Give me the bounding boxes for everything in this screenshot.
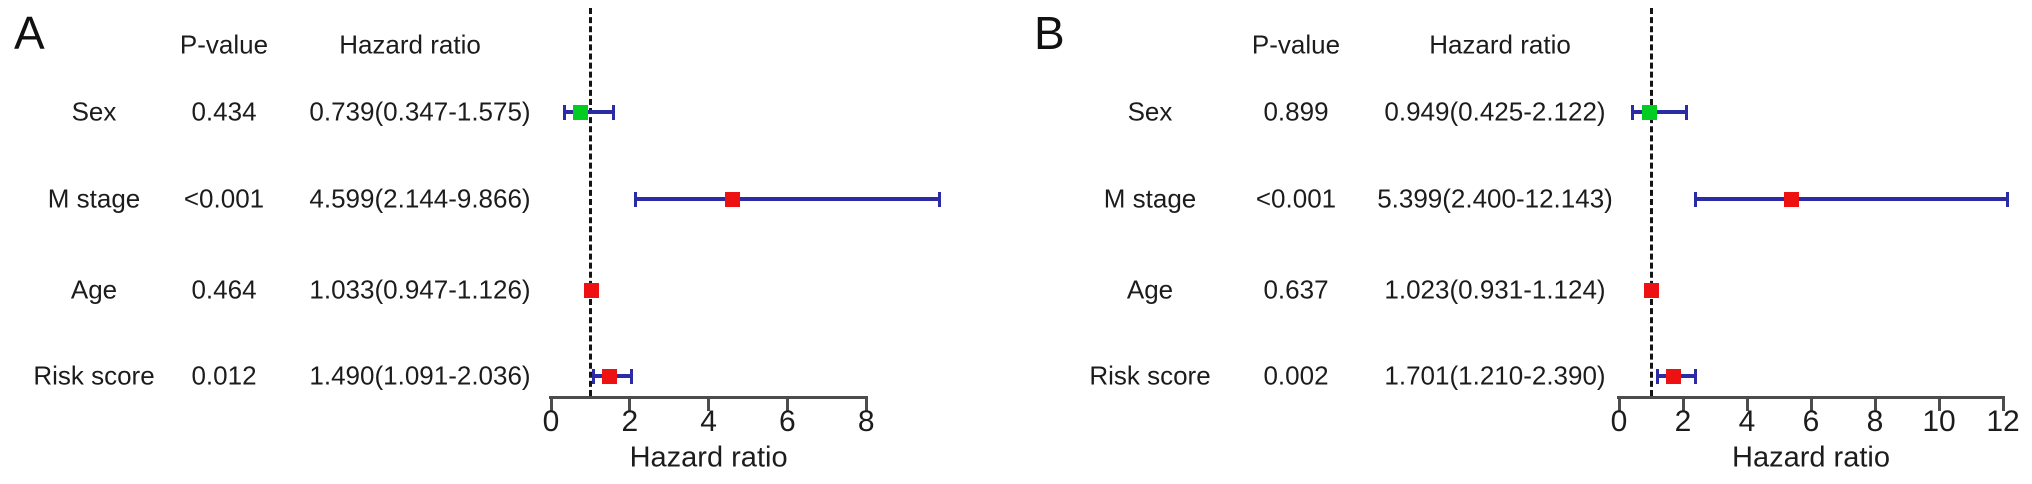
- x-axis-tick-label: 4: [1738, 405, 1756, 438]
- hr-marker: [1644, 282, 1660, 298]
- row-label: Age: [70, 274, 118, 305]
- ci-cap-right: [629, 368, 633, 384]
- x-axis-tick: [707, 398, 711, 411]
- reference-line: [1649, 8, 1653, 396]
- x-axis-tick: [1873, 398, 1877, 411]
- hr-marker: [584, 282, 600, 298]
- x-axis-tick-label: 8: [857, 405, 875, 438]
- hr-ci-text: 1.033(0.947-1.126): [309, 274, 531, 305]
- col-header-pvalue: P-value: [1251, 29, 1341, 60]
- ci-cap-left: [1694, 191, 1698, 207]
- p-value: 0.002: [1263, 360, 1329, 391]
- x-axis-tick-label: 0: [542, 405, 560, 438]
- p-value: 0.637: [1263, 274, 1329, 305]
- p-value: 0.899: [1263, 96, 1329, 127]
- x-axis-tick: [1617, 398, 1621, 411]
- reference-line: [588, 8, 592, 396]
- hr-ci-text: 0.949(0.425-2.122): [1384, 96, 1606, 127]
- x-axis-tick: [1937, 398, 1941, 411]
- x-axis-tick-label: 8: [1866, 405, 1884, 438]
- hr-marker: [1784, 191, 1800, 207]
- x-axis-tick: [628, 398, 632, 411]
- hr-ci-text: 0.739(0.347-1.575): [309, 96, 531, 127]
- col-header-hazard-ratio: Hazard ratio: [339, 29, 481, 60]
- ci-cap-left: [1631, 104, 1635, 120]
- x-axis-tick-label: 12: [1986, 405, 2020, 438]
- ci-cap-left: [563, 104, 567, 120]
- p-value: 0.012: [191, 360, 257, 391]
- row-label: Risk score: [33, 360, 155, 391]
- col-header-hazard-ratio: Hazard ratio: [1429, 29, 1571, 60]
- hr-ci-text: 1.701(1.210-2.390): [1384, 360, 1606, 391]
- ci-cap-left: [592, 368, 596, 384]
- x-axis-tick-label: 6: [779, 405, 796, 438]
- hr-ci-text: 4.599(2.144-9.866): [309, 183, 531, 214]
- row-label: Risk score: [1089, 360, 1211, 391]
- ci-bar: [635, 197, 940, 201]
- ci-cap-left: [633, 191, 637, 207]
- row-label: Age: [1126, 274, 1174, 305]
- p-value: <0.001: [1255, 183, 1337, 214]
- ci-bar: [1632, 110, 1687, 114]
- x-axis-tick-label: 2: [621, 405, 639, 438]
- hr-marker: [1641, 104, 1657, 120]
- hr-marker: [724, 191, 740, 207]
- x-axis-tick: [2001, 398, 2005, 411]
- p-value: 0.434: [191, 96, 257, 127]
- hr-marker: [1665, 368, 1681, 384]
- forest-panel-b: B P-value Hazard ratio Sex 0.899 0.949(0.425-…: [1016, 0, 2032, 484]
- x-axis-tick-label: 0: [1610, 405, 1628, 438]
- x-axis-line: [549, 396, 869, 399]
- ci-cap-right: [1685, 104, 1689, 120]
- x-axis-tick: [864, 398, 868, 411]
- panel-label: B: [1034, 7, 1065, 59]
- row-label: M stage: [1103, 183, 1197, 214]
- x-axis-tick: [549, 398, 553, 411]
- hr-ci-text: 1.023(0.931-1.124): [1384, 274, 1606, 305]
- x-axis-tick-label: 6: [1802, 405, 1820, 438]
- hr-marker: [602, 368, 618, 384]
- ci-cap-right: [1693, 368, 1697, 384]
- x-axis-tick-label: 4: [700, 405, 717, 438]
- x-axis-title: Hazard ratio: [629, 441, 788, 474]
- hr-ci-text: 5.399(2.400-12.143): [1377, 183, 1613, 214]
- x-axis-tick: [1809, 398, 1813, 411]
- x-axis-tick-label: 10: [1922, 405, 1956, 438]
- ci-bar: [1695, 197, 2008, 201]
- x-axis-line: [1617, 396, 2005, 399]
- hr-marker: [572, 104, 588, 120]
- p-value: <0.001: [183, 183, 265, 214]
- ci-cap-right: [938, 191, 942, 207]
- ci-cap-right: [611, 104, 615, 120]
- x-axis-tick: [1745, 398, 1749, 411]
- row-label: M stage: [47, 183, 141, 214]
- p-value: 0.464: [191, 274, 257, 305]
- x-axis-tick: [785, 398, 789, 411]
- row-label: Sex: [1127, 96, 1173, 127]
- forest-panel-a: A P-value Hazard ratio Sex 0.434 0.739(0.347-…: [14, 7, 942, 474]
- ci-cap-right: [2006, 191, 2010, 207]
- col-header-pvalue: P-value: [179, 29, 269, 60]
- row-label: Sex: [71, 96, 117, 127]
- x-axis-tick: [1681, 398, 1685, 411]
- x-axis-title: Hazard ratio: [1732, 441, 1890, 474]
- ci-bar: [564, 110, 614, 114]
- ci-cap-left: [1656, 368, 1660, 384]
- panel-label: A: [14, 7, 45, 59]
- x-axis-tick-label: 2: [1674, 405, 1692, 438]
- hr-ci-text: 1.490(1.091-2.036): [309, 360, 531, 391]
